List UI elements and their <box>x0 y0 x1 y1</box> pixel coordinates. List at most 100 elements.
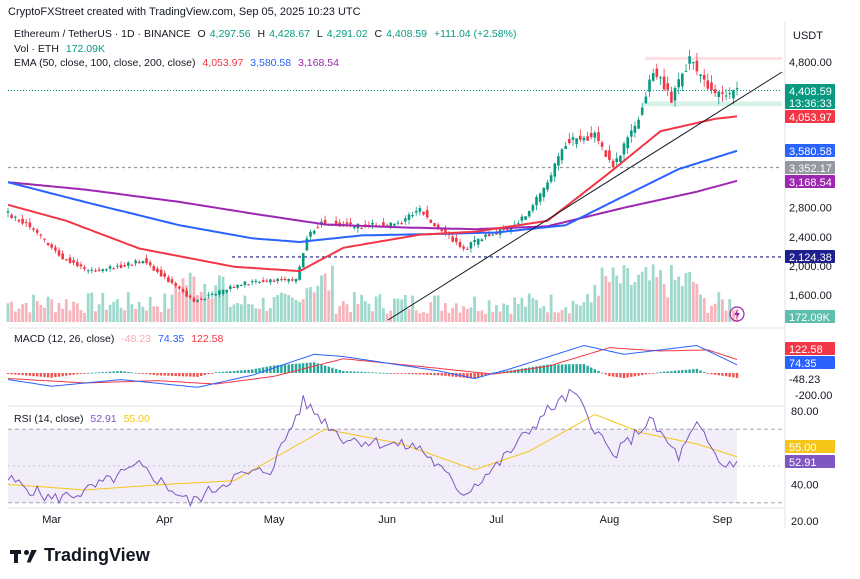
symbol-title[interactable]: Ethereum / TetherUS · 1D · BINANCE <box>14 28 191 40</box>
ema-legend-label[interactable]: EMA (50, close, 100, close, 200, close) <box>14 57 196 69</box>
candle-body <box>68 257 72 264</box>
candle-body <box>648 79 651 92</box>
volume-bar <box>462 306 465 322</box>
macd-hist-bar <box>385 373 389 374</box>
volume-bar <box>480 310 484 322</box>
macd-hist-bar <box>382 372 385 374</box>
candle-body <box>677 79 680 88</box>
macd-hist-bar <box>251 369 254 373</box>
volume-legend-label[interactable]: Vol · ETH <box>14 43 59 55</box>
candle-body <box>28 222 32 228</box>
candle-body <box>276 278 279 281</box>
macd-hist-bar <box>291 364 294 373</box>
macd-hist-bar <box>236 370 239 373</box>
volume-bar <box>425 313 429 322</box>
candle-body <box>174 283 177 286</box>
macd-price-label: 74.35 <box>789 358 817 370</box>
rsi-legend-label[interactable]: RSI (14, close) <box>14 413 84 425</box>
macd-hist-bar <box>302 363 305 373</box>
macd-hist-bar <box>21 373 24 376</box>
volume-bar <box>666 297 670 322</box>
candle-body <box>389 222 392 227</box>
volume-bar <box>90 292 94 322</box>
macd-hist-bar <box>539 365 542 373</box>
macd-hist-bar <box>498 371 502 373</box>
macd-hist-bar <box>520 368 524 373</box>
candle-body <box>207 294 210 296</box>
volume-bar <box>360 294 363 322</box>
volume-bar <box>119 307 123 322</box>
rsi-tick-label: 40.00 <box>791 479 819 491</box>
macd-hist-bar <box>531 366 535 373</box>
ohlc-legend: Ethereum / TetherUS · 1D · BINANCE O 4,29… <box>14 28 524 40</box>
volume-bar <box>691 281 695 322</box>
volume-bar <box>659 270 662 322</box>
volume-price-label: 172.09K <box>789 312 831 324</box>
candle-body <box>695 60 699 72</box>
candle-body <box>148 262 152 266</box>
volume-bar <box>10 301 13 322</box>
volume-bar <box>50 299 54 322</box>
candle-body <box>90 269 94 271</box>
candle-body <box>65 259 68 261</box>
candle-body <box>152 266 156 271</box>
tradingview-brand-name: TradingView <box>44 545 150 565</box>
rsi-legend: RSI (14, close) 52.91 55.00 <box>14 413 154 425</box>
volume-bar <box>61 308 65 322</box>
volume-bar <box>677 276 681 322</box>
candle-body <box>185 290 188 297</box>
candle-body <box>141 261 145 263</box>
time-tick-label: Jun <box>378 514 396 526</box>
volume-bar <box>75 303 79 322</box>
candle-body <box>137 261 141 264</box>
candle-body <box>32 228 35 230</box>
candle-body <box>473 240 476 243</box>
volume-bar <box>145 310 148 322</box>
time-tick-label: Aug <box>600 514 620 526</box>
candle-body <box>542 187 546 198</box>
candle-body <box>597 132 600 141</box>
candle-body <box>633 125 637 133</box>
macd-hist-bar <box>203 373 206 376</box>
macd-hist-bar <box>280 364 283 373</box>
volume-bar <box>629 285 633 322</box>
candle-body <box>272 280 276 282</box>
price-tick-label: 2,800.00 <box>789 203 832 215</box>
volume-bar <box>265 311 269 322</box>
volume-bar <box>115 299 119 322</box>
ema200-line <box>7 179 738 231</box>
rsi-price-label-bg <box>785 455 835 468</box>
candle-body <box>97 269 101 271</box>
macd-line <box>7 344 738 388</box>
volume-bar <box>644 267 648 322</box>
candle-body <box>626 137 629 149</box>
volume-bar <box>706 312 710 322</box>
price-tick-label: 2,400.00 <box>789 232 832 244</box>
macd-hist-bar <box>229 371 232 373</box>
volume-bar <box>396 298 400 322</box>
volume-bar <box>531 298 535 322</box>
macd-hist-bar <box>152 373 155 375</box>
macd-hist-bar <box>400 373 403 374</box>
volume-bar <box>593 284 597 322</box>
macd-hist-bar <box>469 373 473 379</box>
volume-bar <box>516 304 520 322</box>
macd-value: 74.35 <box>158 333 185 345</box>
macd-hist-bar <box>477 373 480 378</box>
macd-hist-bar <box>185 373 188 377</box>
macd-hist-bar <box>688 369 691 373</box>
volume-bar <box>196 295 199 322</box>
volume-bar <box>323 273 327 322</box>
macd-hist-bar <box>76 373 79 375</box>
volume-bar <box>123 310 126 322</box>
volume-bar <box>567 313 571 322</box>
volume-bar <box>440 310 444 322</box>
price-label-level-bg <box>785 161 835 174</box>
candle-body <box>105 269 108 271</box>
candle-body <box>692 62 695 64</box>
macd-hist-bar <box>374 372 378 374</box>
macd-legend-label[interactable]: MACD (12, 26, close) <box>14 333 115 345</box>
volume-bar <box>382 308 385 322</box>
candle-body <box>538 193 542 202</box>
